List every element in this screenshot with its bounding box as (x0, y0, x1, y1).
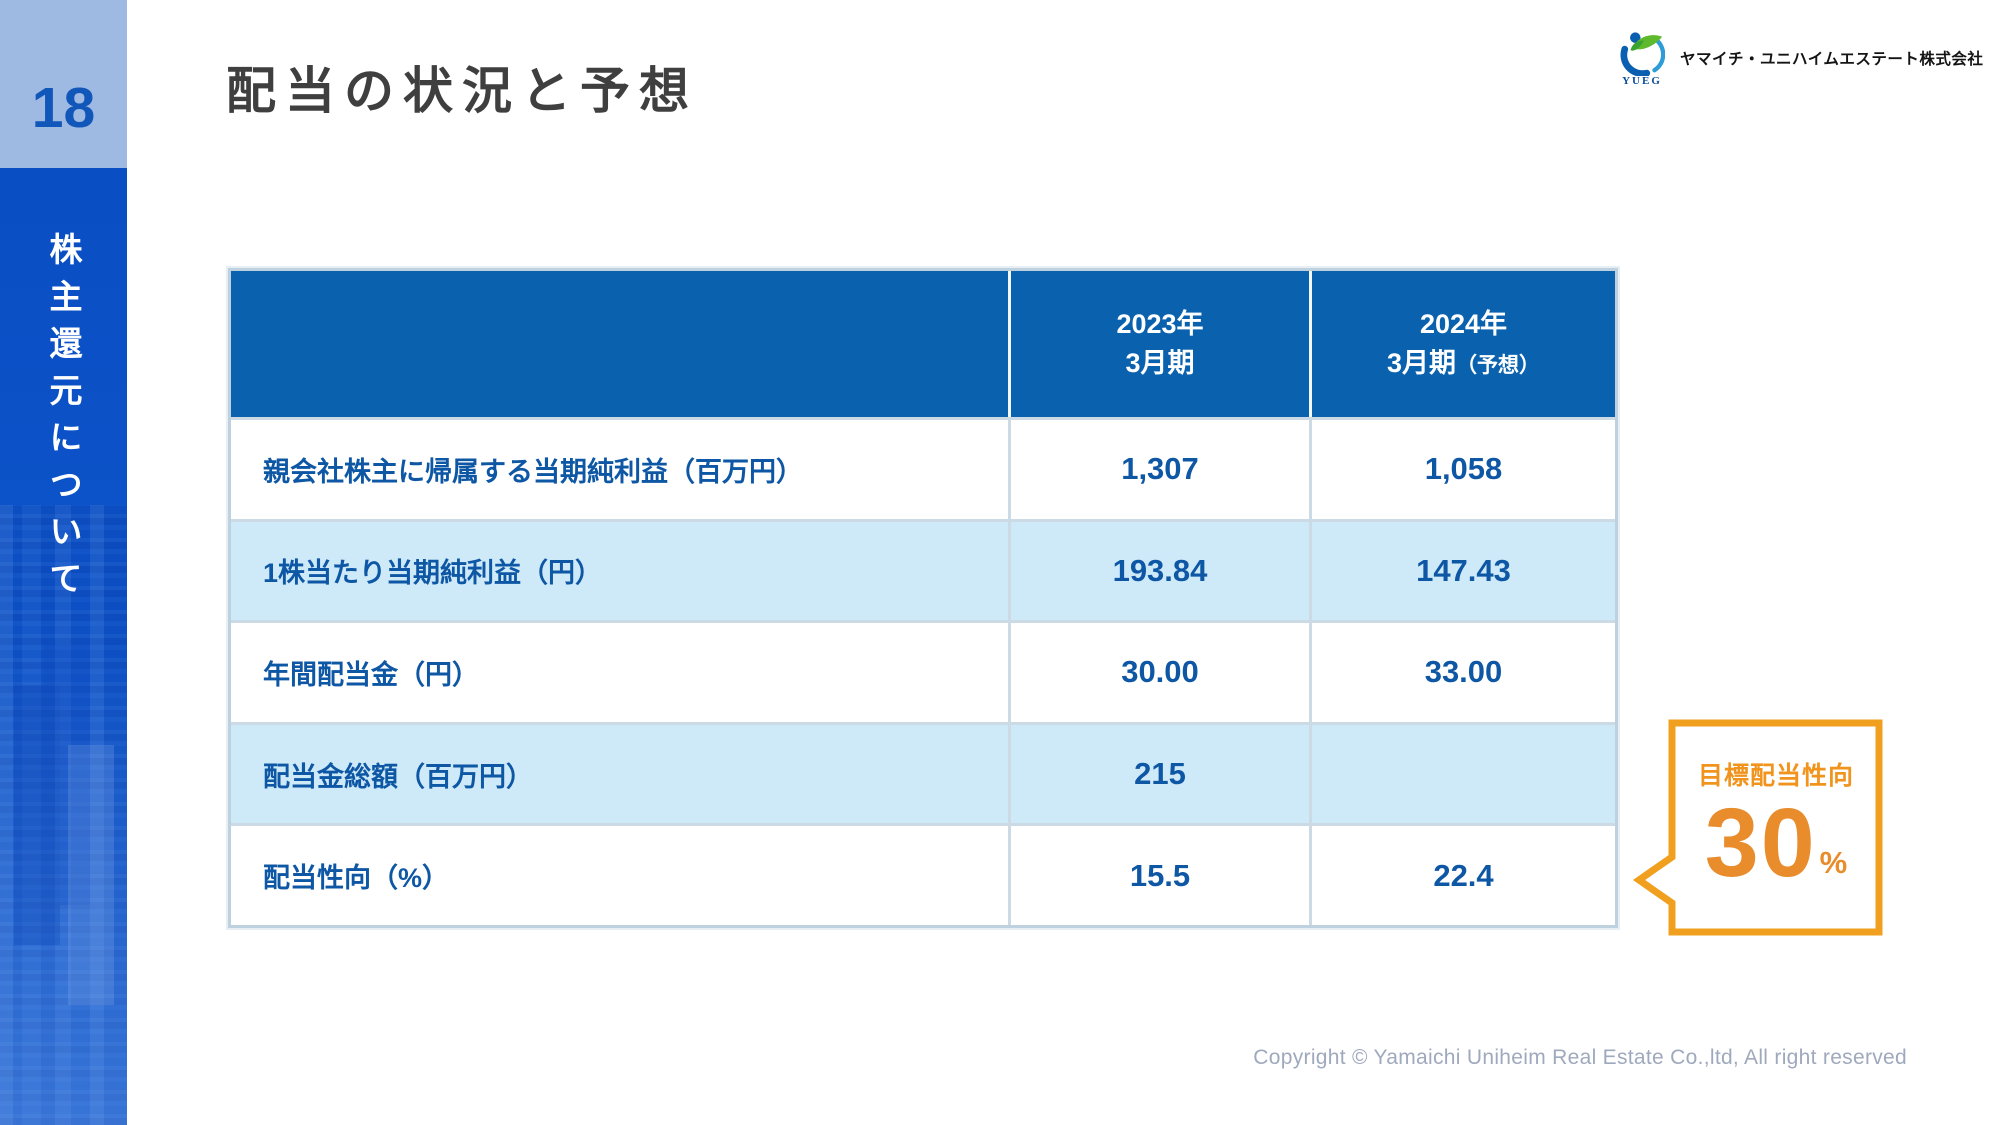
row-label-total-dividend: 配当金総額（百万円） (231, 721, 1011, 824)
company-name: ヤマイチ・ユニハイムエステート株式会社 (1680, 51, 1984, 68)
row-value-net-income-fy2023: 1,307 (1011, 417, 1312, 519)
row-value-payout-ratio-fy2023: 15.5 (1011, 823, 1312, 925)
table-header-fy2024: 2024年 3月期（予想） (1312, 271, 1615, 417)
sidebar-background: 株主還元について (0, 168, 127, 1125)
target-payout-callout: 目標配当性向 30 % (1630, 717, 1886, 939)
row-value-eps-fy2023: 193.84 (1011, 518, 1312, 621)
sidebar: 18 株主還元について (0, 0, 127, 1125)
dividend-table: 2023年 3月期 2024年 3月期（予想） 親会社株主に帰属する当期純利益（… (228, 268, 1618, 928)
copyright-text: Copyright © Yamaichi Uniheim Real Estate… (1253, 1046, 1907, 1069)
row-value-total-dividend-fy2023: 215 (1011, 721, 1312, 824)
row-value-total-dividend-fy2024 (1312, 721, 1615, 824)
row-value-annual-dividend-fy2023: 30.00 (1011, 620, 1312, 722)
page-number-badge: 18 (0, 0, 127, 168)
cityscape-image (0, 505, 127, 1125)
row-label-net-income: 親会社株主に帰属する当期純利益（百万円） (231, 417, 1011, 519)
section-label: 株主還元について (45, 232, 82, 608)
row-value-annual-dividend-fy2024: 33.00 (1312, 620, 1615, 722)
callout-unit: % (1819, 845, 1848, 880)
logo-mark-icon: YUEG (1616, 30, 1668, 87)
row-value-net-income-fy2024: 1,058 (1312, 417, 1615, 519)
callout-value: 30 (1704, 788, 1817, 897)
callout-content: 目標配当性向 30 % (1672, 724, 1880, 930)
callout-title: 目標配当性向 (1697, 762, 1854, 790)
page-title: 配当の状況と予想 (226, 63, 698, 119)
logo-symbol-icon (1620, 31, 1665, 76)
row-value-eps-fy2024: 147.43 (1312, 518, 1615, 621)
logo-yueg-text: YUEG (1622, 74, 1662, 87)
company-logo: YUEG ヤマイチ・ユニハイムエステート株式会社 (1616, 26, 1983, 90)
table-header-empty (231, 271, 1011, 417)
page-number: 18 (31, 75, 96, 140)
callout-bubble-shape (1632, 719, 1883, 936)
row-label-annual-dividend: 年間配当金（円） (231, 620, 1011, 722)
row-value-payout-ratio-fy2024: 22.4 (1312, 823, 1615, 925)
table-header-fy2023: 2023年 3月期 (1011, 271, 1312, 417)
row-label-eps: 1株当たり当期純利益（円） (231, 518, 1011, 621)
row-label-payout-ratio: 配当性向（%） (231, 823, 1011, 925)
